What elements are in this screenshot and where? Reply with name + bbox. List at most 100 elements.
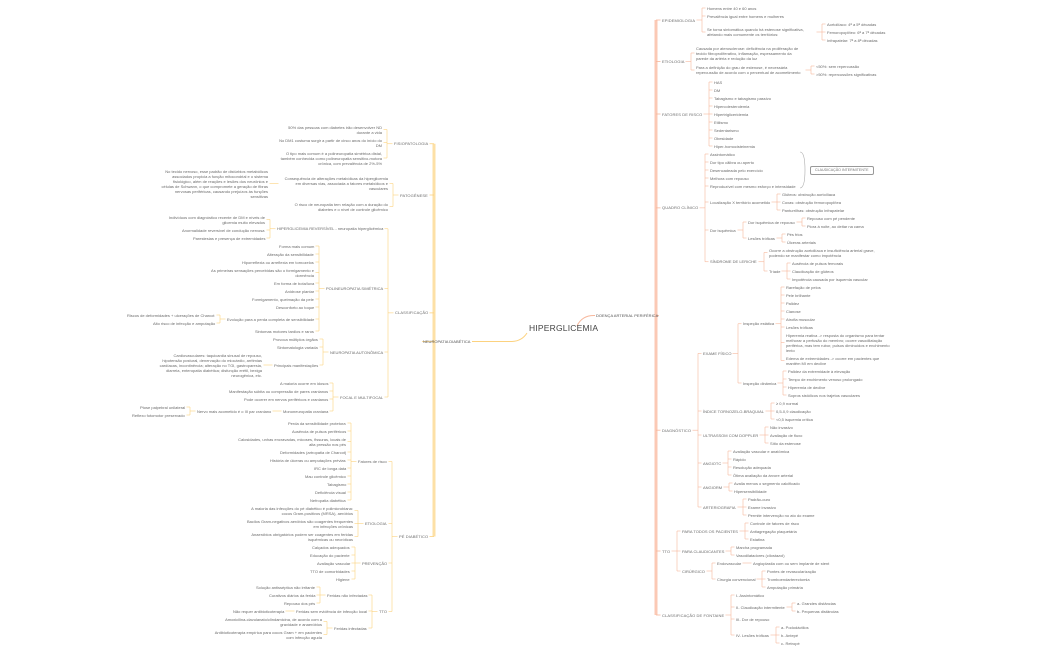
topic-desencadeada-pelo-exercicio[interactable]: Desencadeada pelo exercício (710, 167, 763, 173)
topic-repouso-dos-pes[interactable]: Repouso dos pés (284, 600, 316, 606)
topic-rapido[interactable]: Rápido (733, 456, 746, 462)
topic-pode-ocorrer-em-nervos-perifer[interactable]: Pode ocorrer em nervos periféricos e cra… (244, 396, 329, 402)
topic-no-dm1-costuma-surgir-a-partir[interactable]: No DM1 costuma surgir a partir de cinco … (279, 137, 382, 148)
topic-lesoes-troficas[interactable]: Lesões tróficas (786, 324, 813, 330)
topic-melhora-com-repouso[interactable]: Melhora com repouso (710, 175, 749, 181)
topic-reflexo-fotomotor-preservado[interactable]: Reflexo fotomotor preservado (132, 412, 185, 418)
topic-marcha-programada[interactable]: Marcha programada (736, 544, 773, 550)
topic-anormalidade-reversivel-de-con[interactable]: Anormalidade reversível de condução nerv… (182, 227, 265, 233)
topic-feridas-nao-infectadas[interactable]: Feridas não infectadas (327, 592, 368, 598)
topic-atrofia-muscular[interactable]: Atrofia muscular (786, 316, 815, 322)
topic-para-todos-os-pacientes[interactable]: PARA TODOS OS PACIENTES (682, 528, 738, 534)
topic-controle-de-fatores-de-risco[interactable]: Controle de fatores de risco (750, 520, 800, 526)
branch-neuropatia-diabetica[interactable]: NEUROPATIA DIABÉTICA (423, 339, 471, 344)
topic-forma-mais-comum[interactable]: Forma mais comum (279, 243, 315, 249)
topic-indice-tornozelo-braquial[interactable]: ÍNDICE TORNOZELO-BRAQUIAL (703, 408, 764, 414)
topic-inspecao-estatica[interactable]: Inspeção estática (743, 321, 775, 327)
topic-a-grandes-distancias[interactable]: a- Grandes distâncias (797, 600, 836, 606)
topic-tto[interactable]: TTO (662, 548, 671, 554)
topic-50-sem-repercussao[interactable]: <50%: sem repercussão (816, 63, 860, 69)
topic-alto-risco-de-infeccao-e-amput[interactable]: Alto risco de infecção e amputação (153, 320, 216, 326)
topic-alteracao-da-sensibilidade[interactable]: Alteração da sensibilidade (267, 251, 314, 257)
topic-as-primeiras-sensacoes-percebi[interactable]: As primeiras sensações percebidas são o … (211, 267, 314, 278)
topic-em-forma-de-bota-luva[interactable]: Em forma de bota/luva (274, 280, 315, 286)
topic-feridas-infectadas[interactable]: Feridas infectadas (334, 625, 367, 631)
topic-femoropopliteo-6-a-7-decadas[interactable]: Femoropoplíteo: 6ª a 7ª décadas (827, 29, 886, 35)
topic-fatores-de-risco[interactable]: Fatores de risco (358, 459, 387, 464)
topic-fatores-de-risco[interactable]: FATORES DE RISCO (662, 111, 703, 117)
topic-neuropatia-autonomica[interactable]: NEUROPATIA AUTONÔMICA (330, 349, 384, 355)
topic-lesoes-troficas[interactable]: Lesões tróficas (748, 235, 775, 241)
topic-aortoiliaco-4-a-5-decadas[interactable]: Aortoilíaco: 4ª a 5ª décadas (827, 21, 877, 27)
topic-dor-tipo-caibra-ou-aperto[interactable]: Dor tipo cãibra ou aperto (710, 159, 755, 165)
topic-tto-de-comorbidades[interactable]: TTO de comorbidades (310, 568, 350, 574)
topic-sedentarismo[interactable]: Sedentarismo (714, 127, 739, 133)
topic-a-pododactilos[interactable]: a- Pododáctilos (781, 624, 809, 630)
branch-doenca-arterial-periferica[interactable]: DOENÇA ARTERIAL PERIFÉRICA (596, 313, 659, 318)
topic-para-a-definicao-do-grau-de-es[interactable]: Para a definição do grau de estenose, é … (696, 65, 801, 75)
topic-cardiovasculares-taquicardia-s[interactable]: Cardiovasculares: taquicardia sinusal de… (159, 352, 262, 378)
topic-perda-da-sensibilidade-proteto[interactable]: Perda da sensibilidade protetora (288, 420, 346, 426)
topic-palidez[interactable]: Palidez (786, 300, 800, 306)
topic-pontes-de-revascularizacao[interactable]: Pontes de revascularização (767, 568, 817, 574)
topic-epidemiologia[interactable]: EPIDEMIOLOGIA (662, 17, 696, 23)
topic-50-das-pessoas-com-diabetes-ir[interactable]: 50% das pessoas com diabetes irão desenv… (288, 124, 382, 135)
topic-cirurgico[interactable]: CIRÚRGICO (682, 568, 705, 574)
topic-prevalencia-igual-entre-homens[interactable]: Prevalência igual entre homens e mulhere… (707, 13, 784, 19)
topic-ultrassom-com-doppler[interactable]: ULTRASSOM COM DOPPLER (703, 432, 759, 438)
topic-bacilos-gram-negativos-aerobio[interactable]: Bacilos Gram-negativos aeróbios são coag… (246, 518, 353, 529)
topic-reproduzivel-com-mesmo-esforco[interactable]: Reproduzível com mesmo esforço e intensi… (710, 183, 796, 189)
topic-causada-por-aterosclerose-defi[interactable]: Causada por aterosclerose: deficiência n… (696, 45, 799, 61)
topic-coxas-obstrucao-femoropoplitea[interactable]: Coxas: obstrução femoropoplítea (782, 199, 841, 205)
topic-manifestacao-subita-ou-compres[interactable]: Manifestação súbita ou compressão de par… (229, 388, 329, 394)
topic-riscos-de-deformidades-ulcerac[interactable]: Riscos de deformidades + ulcerações de C… (127, 312, 215, 318)
topic-feridas-sem-evidencia-de-infec[interactable]: Feridas sem evidência de infecção local (296, 608, 367, 614)
topic-calcados-adequados[interactable]: Calçados adequados (312, 544, 350, 550)
topic-nao-invasivo[interactable]: Não invasivo (770, 424, 793, 430)
topic-hiperemia-reativa-resposta-do-[interactable]: Hiperemia reativa -> resposta do organis… (786, 332, 890, 353)
topic-formigamento-queimacao-da-pele[interactable]: Formigamento, queimação da pele (252, 296, 314, 302)
topic-b-antepe[interactable]: b- Antepé (781, 632, 799, 638)
topic-nervo-mais-acometido-e-o-iii-p[interactable]: Nervo mais acometido é o III par cranian… (197, 408, 272, 414)
topic-a-maioria-das-infeccoes-do-pe-[interactable]: A maioria das infecções do pé diabético … (251, 505, 353, 516)
topic-tempo-de-enchimento-venoso-pro[interactable]: Tempo de enchimento venoso prolongado (788, 376, 863, 382)
topic-quadro-clinico[interactable]: QUADRO CLÍNICO (662, 205, 699, 211)
topic-angioplastia-com-ou-sem-implan[interactable]: Angioplastia com ou sem implante de sten… (753, 560, 830, 566)
topic-focal-e-multifocal[interactable]: FOCAL E MULTIFOCAL (340, 394, 384, 400)
topic-patogenese[interactable]: PATOGÊNESE (400, 192, 428, 198)
topic-repouso-com-pe-pendente[interactable]: Repouso com pé pendente (807, 215, 856, 221)
topic-principais-manifestacoes[interactable]: Principais manifestações (274, 362, 319, 368)
topic-etilismo[interactable]: Etilismo (714, 119, 729, 125)
topic-ocorre-a-obstrucao-aortoiliaca[interactable]: Ocorre a obstrução aortoilíaca e insufic… (769, 247, 875, 258)
topic-hipercolesterolemia[interactable]: Hipercolesterolemia (714, 103, 750, 109)
topic-sintomatologia-variada[interactable]: Sintomatologia variada (277, 344, 318, 350)
topic-iii-dor-de-repouso[interactable]: III- Dor de repouso (736, 616, 770, 622)
topic-hiporreflexia-ou-arreflexia-em[interactable]: Hiporreflexia ou arreflexia em tornozelo… (242, 259, 314, 265)
topic-avalia-menos-o-segmento-calcif[interactable]: Avalia menos o segmento calcificado (734, 480, 800, 486)
topic-no-tecido-nervoso-esse-padrao-[interactable]: No tecido nervoso, esse padrão de distúr… (161, 168, 268, 199)
topic-hipertrigliceridemia[interactable]: Hipertrigliceridemia (714, 111, 749, 117)
topic-angiorm[interactable]: ANGIORM (703, 484, 723, 490)
topic-palidez-da-extremidade-a-eleva[interactable]: Palidez da extremidade à elevação (788, 368, 851, 374)
topic-desconforto-ao-toque[interactable]: Desconforto ao toque (276, 304, 315, 310)
topic-antibioticoterapia-empirica-pa[interactable]: Antibioticoterapia empírica para cocos G… (214, 629, 322, 640)
topic-evolucao-para-a-perda-completa[interactable]: Evolução para a perda completa de sensib… (227, 316, 315, 322)
topic-estatina[interactable]: Estatina (750, 536, 765, 542)
topic-nao-requer-antibioticoterapia[interactable]: Não requer antibioticoterapia (233, 608, 285, 614)
topic-sindrome-de-leriche[interactable]: SÍNDROME DE LERICHE (710, 259, 757, 265)
topic-provoca-multiplos-orgaos[interactable]: Provoca múltiplos órgãos (273, 336, 318, 342)
topic-resolucao-adequada[interactable]: Resolução adequada (733, 464, 771, 470)
topic-avaliacao-vascular-e-anatomica[interactable]: Avaliação vascular e anatômica (733, 448, 790, 454)
topic-tto[interactable]: TTO (379, 609, 387, 614)
topic-deficiencia-visual[interactable]: Deficiência visual (315, 489, 346, 495)
topic-vasodilatadores-cilostazol[interactable]: Vasodilatadores (cilostazol) (736, 552, 785, 558)
topic-b-pequenas-distancias[interactable]: b- Pequenas distâncias (797, 608, 839, 614)
topic-dor-isquemica-de-repouso[interactable]: Dor isquêmica de repouso (748, 219, 795, 225)
topic-exame-invasivo[interactable]: Exame invasivo (748, 504, 777, 510)
topic-ptose-palpebral-unilateral[interactable]: Ptose palpebral unilateral (140, 404, 186, 410)
topic-0-9-normal[interactable]: ≥ 0,9 normal (776, 400, 799, 406)
topic-cirurgia-convencional[interactable]: Cirurgia convencional (717, 576, 756, 582)
topic-obesidade[interactable]: Obesidade (714, 135, 734, 141)
topic-has[interactable]: HAS (714, 79, 723, 85)
topic-edema-de-extremidades-ocorre-e[interactable]: Edema de extremidades -> ocorre em pacie… (786, 355, 880, 366)
